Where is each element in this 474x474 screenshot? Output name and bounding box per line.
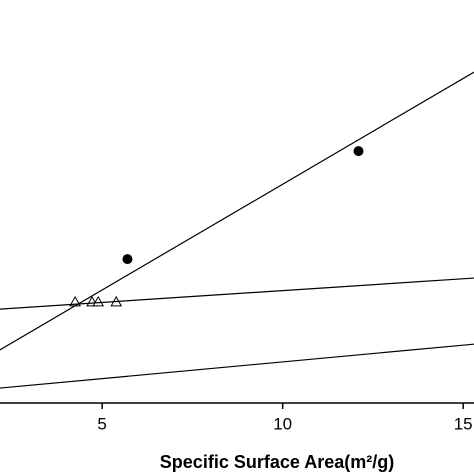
x-axis-label: Specific Surface Area(m²/g) (160, 452, 394, 472)
x-tick-label: 10 (273, 414, 292, 433)
point (92, 295, 105, 307)
x-tick-label: 15 (454, 414, 473, 433)
fit-line (0, 343, 474, 389)
fit-line (0, 277, 474, 310)
fit-line (0, 71, 474, 351)
x-tick-label: 5 (97, 414, 106, 433)
point (353, 146, 364, 157)
point (122, 254, 133, 265)
